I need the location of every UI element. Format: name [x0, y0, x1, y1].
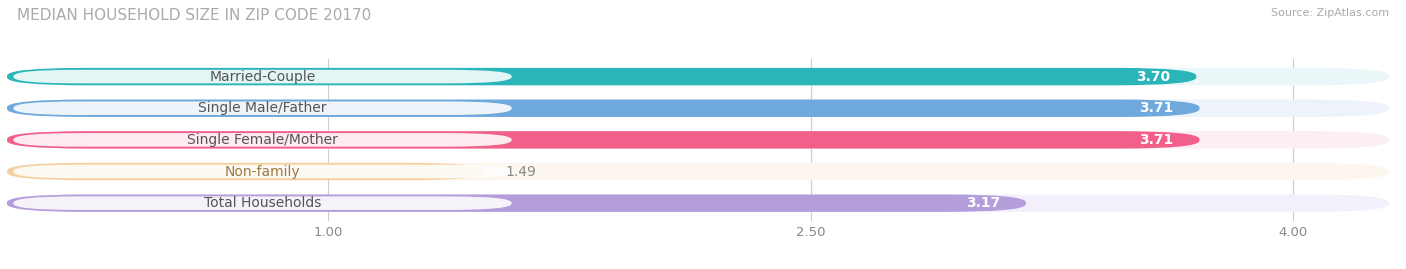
FancyBboxPatch shape [7, 131, 1389, 148]
FancyBboxPatch shape [7, 163, 1389, 180]
FancyBboxPatch shape [7, 68, 1197, 85]
Text: Single Male/Father: Single Male/Father [198, 101, 326, 115]
FancyBboxPatch shape [7, 100, 1199, 117]
FancyBboxPatch shape [7, 163, 486, 180]
Text: 3.70: 3.70 [1136, 70, 1171, 84]
FancyBboxPatch shape [14, 133, 512, 147]
FancyBboxPatch shape [7, 131, 1199, 148]
Text: Married-Couple: Married-Couple [209, 70, 316, 84]
Text: 3.71: 3.71 [1139, 133, 1174, 147]
Text: MEDIAN HOUSEHOLD SIZE IN ZIP CODE 20170: MEDIAN HOUSEHOLD SIZE IN ZIP CODE 20170 [17, 8, 371, 23]
FancyBboxPatch shape [7, 68, 1389, 85]
Text: Non-family: Non-family [225, 165, 301, 179]
FancyBboxPatch shape [7, 194, 1389, 212]
Text: Single Female/Mother: Single Female/Mother [187, 133, 337, 147]
Text: 1.49: 1.49 [505, 165, 536, 179]
FancyBboxPatch shape [14, 70, 512, 83]
FancyBboxPatch shape [7, 100, 1389, 117]
FancyBboxPatch shape [14, 165, 512, 178]
Text: Source: ZipAtlas.com: Source: ZipAtlas.com [1271, 8, 1389, 18]
Text: 3.17: 3.17 [966, 196, 1000, 210]
FancyBboxPatch shape [14, 196, 512, 210]
FancyBboxPatch shape [7, 194, 1026, 212]
FancyBboxPatch shape [14, 101, 512, 115]
Text: 3.71: 3.71 [1139, 101, 1174, 115]
Text: Total Households: Total Households [204, 196, 321, 210]
